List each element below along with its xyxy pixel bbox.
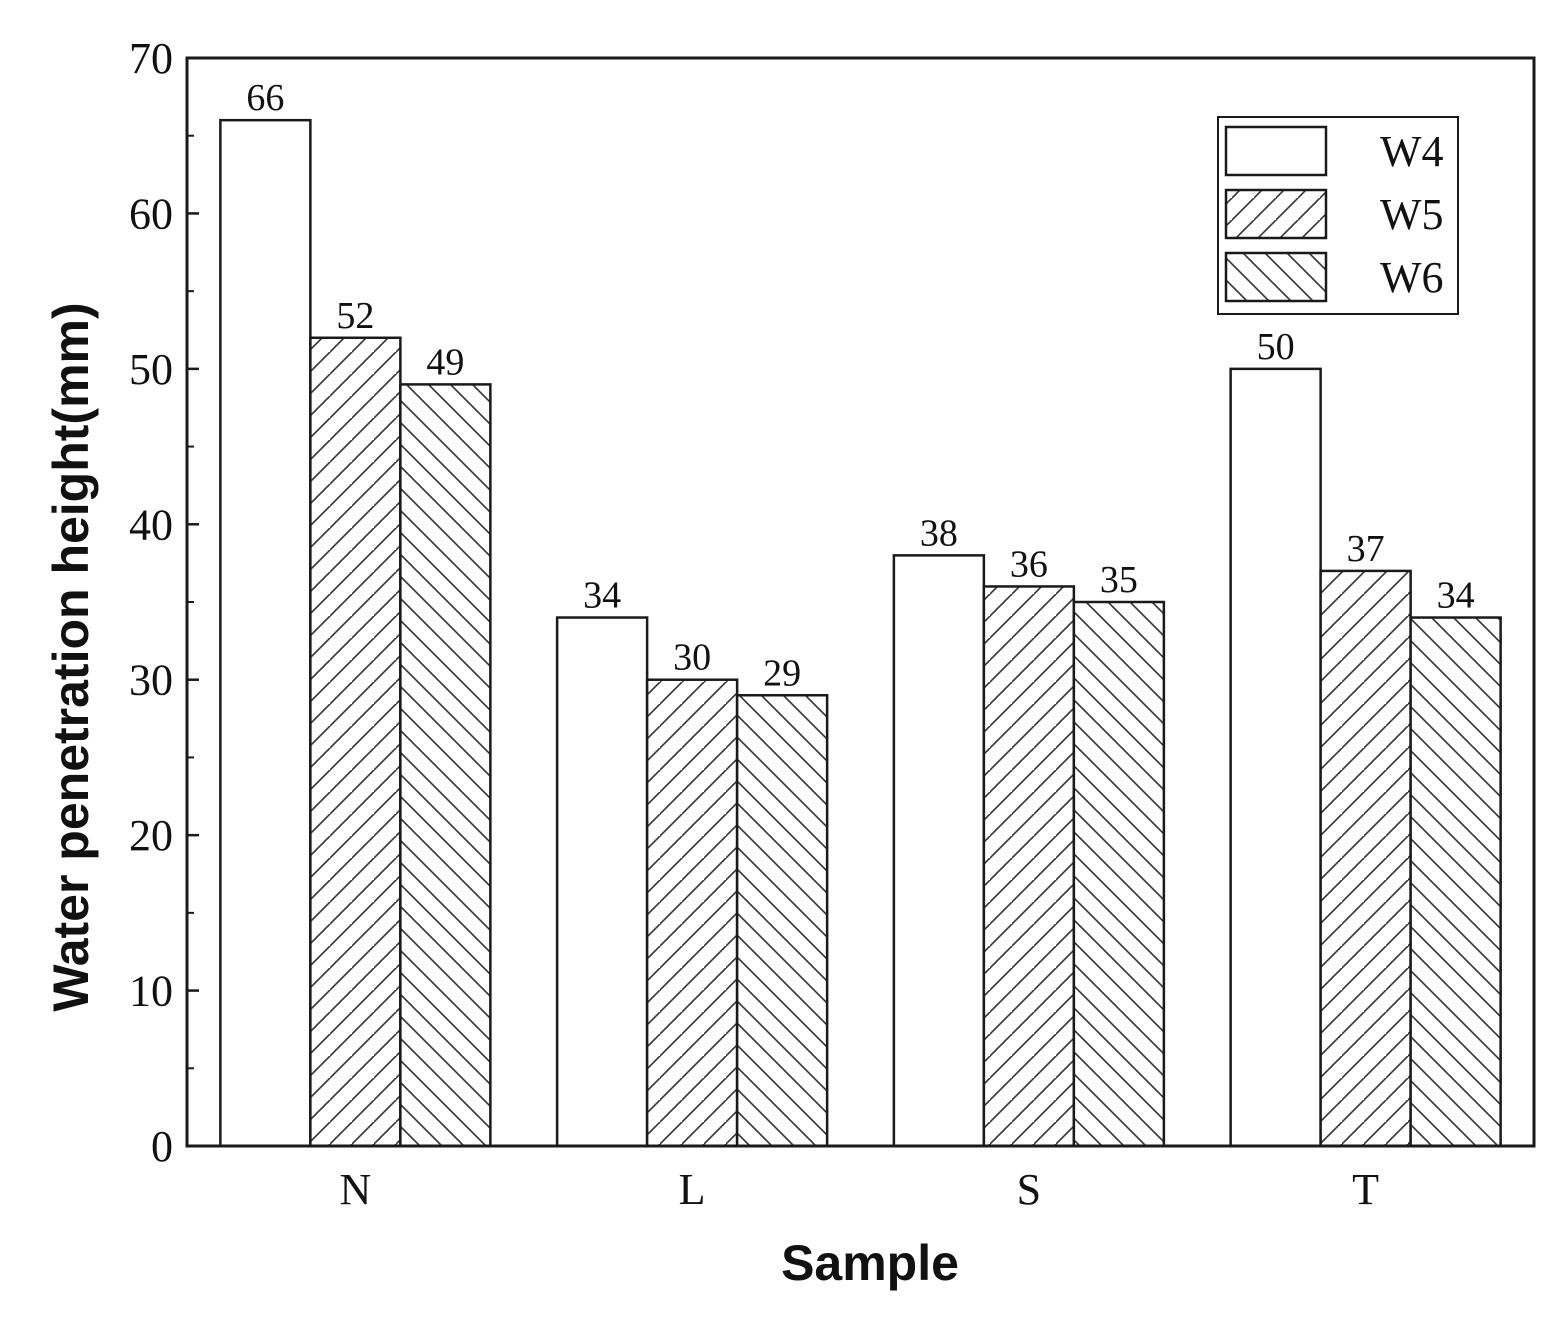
- x-tick-label: S: [1017, 1165, 1041, 1214]
- bar-w5-t: [1319, 569, 1412, 1148]
- bar-w4-t: [1229, 367, 1322, 1148]
- bar-w6-s: [1072, 600, 1166, 1148]
- legend: W4 W5 W6: [1217, 116, 1459, 315]
- bar-w5-n: [309, 336, 402, 1148]
- value-label: 52: [336, 295, 374, 337]
- x-axis-ticks: [354, 1134, 1367, 1146]
- bar-w6-t: [1409, 616, 1502, 1148]
- bar-w5-l: [645, 678, 739, 1148]
- y-tick-label: 50: [129, 345, 173, 394]
- bar-w4-l: [555, 616, 649, 1148]
- value-label: 35: [1100, 559, 1138, 601]
- y-tick-label: 0: [151, 1122, 173, 1171]
- x-tick-label: T: [1352, 1165, 1379, 1214]
- value-label: 66: [246, 77, 284, 119]
- bar-w4-s: [892, 554, 986, 1148]
- value-label: 50: [1257, 326, 1295, 368]
- bar-w6-n: [399, 383, 492, 1148]
- value-label: 34: [583, 575, 621, 617]
- y-axis-ticks: [187, 56, 199, 1148]
- x-tick-label: N: [339, 1165, 371, 1214]
- legend-swatch-w5: [1224, 188, 1328, 240]
- legend-label-w5: W5: [1380, 190, 1444, 239]
- bar-w5-s: [982, 585, 1076, 1148]
- plot-frame: [185, 56, 1536, 1148]
- value-label: 49: [426, 341, 464, 383]
- legend-swatch-w4: [1224, 125, 1328, 177]
- y-tick-label: 20: [129, 811, 173, 860]
- legend-swatch-w6: [1224, 251, 1328, 303]
- value-label: 29: [763, 652, 801, 694]
- value-label: 30: [673, 637, 711, 679]
- value-label: 34: [1437, 575, 1475, 617]
- y-axis-tick-labels: 0 10 20 30 40 50 60 70: [129, 34, 173, 1171]
- bar-w6-l: [735, 694, 829, 1148]
- y-axis-title: Water penetration height(mm): [43, 302, 99, 1011]
- y-tick-label: 70: [129, 34, 173, 83]
- value-label: 37: [1347, 528, 1385, 570]
- value-labels: 66 52 49 34 30 29 38 36 35 50 37 34: [246, 77, 1474, 694]
- y-tick-label: 30: [129, 656, 173, 705]
- y-tick-label: 60: [129, 189, 173, 238]
- x-axis-title: Sample: [781, 1235, 959, 1291]
- y-tick-label: 40: [129, 500, 173, 549]
- value-label: 36: [1010, 543, 1048, 585]
- y-tick-label: 10: [129, 967, 173, 1016]
- legend-label-w4: W4: [1380, 127, 1444, 176]
- value-label: 38: [920, 512, 958, 554]
- bars: [219, 118, 1502, 1148]
- x-tick-label: L: [679, 1165, 706, 1214]
- legend-label-w6: W6: [1380, 253, 1444, 302]
- bar-w4-n: [219, 118, 312, 1148]
